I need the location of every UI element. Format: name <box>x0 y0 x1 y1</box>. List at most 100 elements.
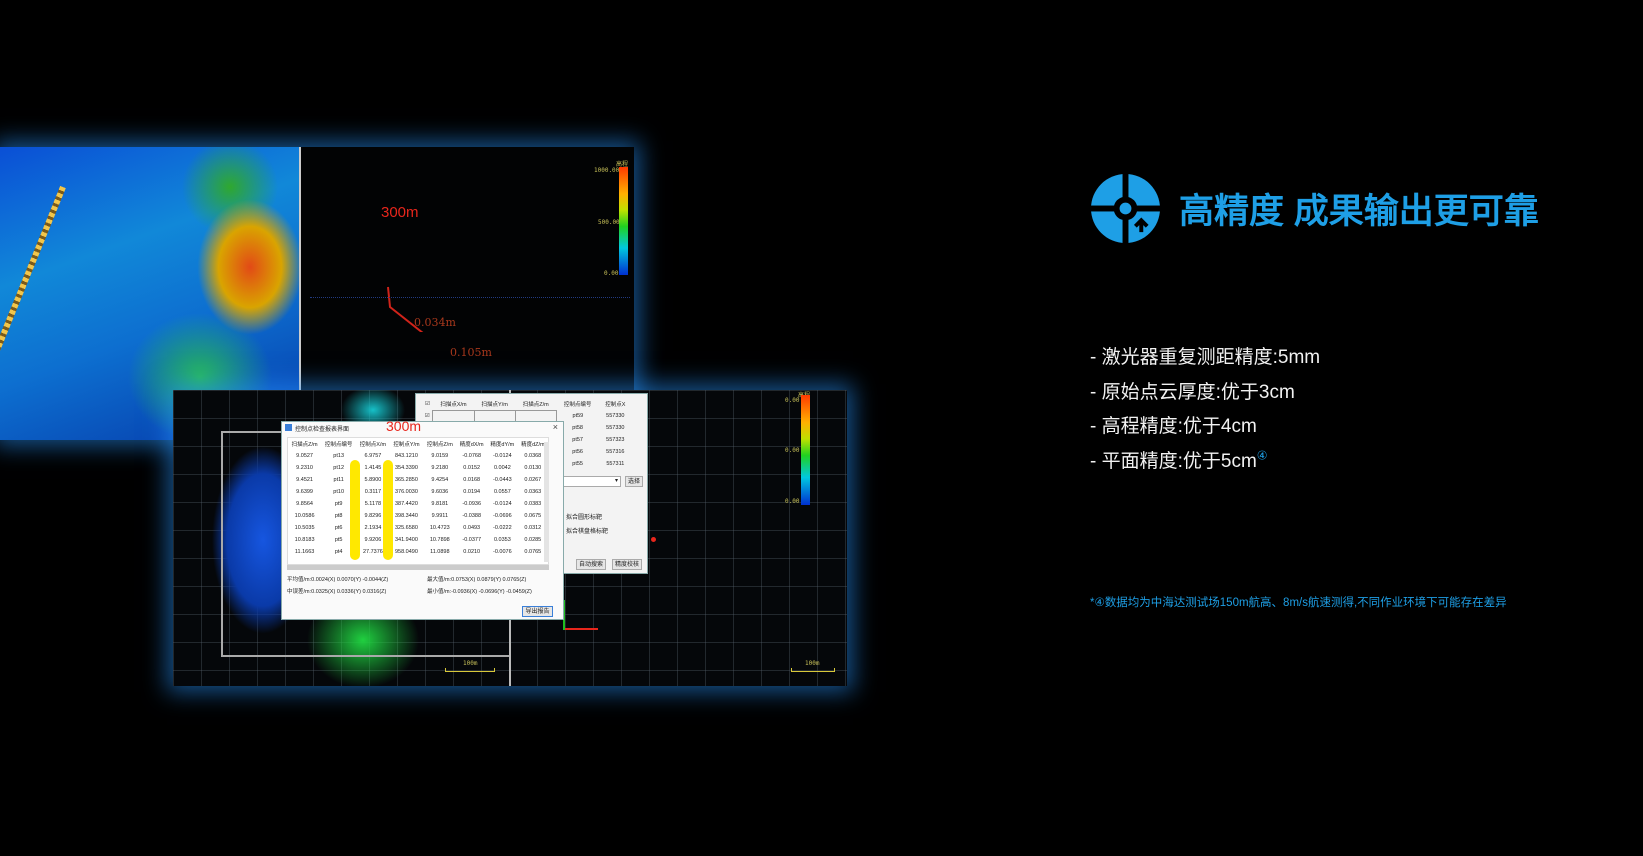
table-row[interactable]: pt58 557330 <box>422 422 632 434</box>
cell: 2.1934 <box>364 525 382 531</box>
legend-min: 0.00 <box>604 270 619 277</box>
cell: 11.1663 <box>294 549 315 555</box>
cell: 0.0675 <box>524 513 542 519</box>
center-point <box>651 537 656 542</box>
cell: 325.6580 <box>394 525 418 531</box>
cell: -0.0696 <box>493 513 512 519</box>
cell: 0.0368 <box>524 453 542 459</box>
accuracy-check-button[interactable]: 精度校核 <box>612 559 642 570</box>
target-crosshair-arrow-icon <box>1090 173 1161 244</box>
elevation-legend-bar <box>619 167 628 275</box>
altitude-label-text: 300m <box>386 418 422 434</box>
close-icon[interactable]: × <box>552 422 558 432</box>
cell: 376.0030 <box>394 489 418 495</box>
table-row[interactable]: 11.1663 pt4 27.7376 958.0490 11.0898 0.0210 -0… <box>288 546 548 558</box>
cell: 9.9911 <box>431 513 449 519</box>
cell: 0.0130 <box>524 465 542 471</box>
auto-search-button[interactable]: 自动搜索 <box>576 559 606 570</box>
legend-mid: 500.00 <box>598 219 620 226</box>
cell: 0.0194 <box>463 489 481 495</box>
cell: 365.2850 <box>394 477 418 483</box>
horizontal-scrollbar[interactable] <box>287 565 549 570</box>
cell: 5.8900 <box>364 477 382 483</box>
measure-label-1: 0.034m <box>414 316 456 329</box>
fit-circle-option[interactable]: 拟合圆形标靶 <box>566 515 603 521</box>
col-header: 扫描点Z/m <box>291 442 318 448</box>
export-report-button[interactable]: 导出报告 <box>522 606 553 617</box>
spec-item: - 原始点云厚度:优于3cm <box>1090 382 1295 403</box>
cell: 0.0312 <box>524 525 542 531</box>
col-header: 控制点Z/m <box>426 442 453 448</box>
cell: -0.0076 <box>493 549 512 555</box>
cell: 9.0527 <box>296 453 313 459</box>
spec-text: - 平面精度:优于5cm <box>1090 451 1257 472</box>
cell: pt4 <box>334 549 343 555</box>
cell: pt10 <box>333 489 345 495</box>
cell: 9.4521 <box>296 477 313 483</box>
table-row[interactable]: 9.6399 pt10 0.3117 376.0030 9.6036 0.0194 0.05… <box>288 486 548 498</box>
cell: -0.0443 <box>493 477 512 483</box>
col-header: 控制点X/m <box>359 442 387 448</box>
cell: 557311 <box>606 461 625 467</box>
table-row[interactable]: 9.2310 pt12 1.4145 354.3390 9.2180 0.0152 0.00… <box>288 462 548 474</box>
dropdown[interactable]: ▾ <box>561 476 621 487</box>
measure-label-2: 0.105m <box>450 346 492 359</box>
x-axis-indicator <box>563 628 598 630</box>
cell: 0.0765 <box>524 549 542 555</box>
cell: 0.0152 <box>463 465 481 471</box>
col-header: 控制点编号 <box>324 442 353 448</box>
spec-item: - 高程精度:优于4cm <box>1090 416 1257 437</box>
cell: pt5 <box>334 537 343 543</box>
cell: 1.4145 <box>364 465 382 471</box>
altitude-label: 300m <box>386 418 421 434</box>
cell: 11.0898 <box>430 549 450 555</box>
table-row[interactable]: 10.5035 pt6 2.1934 325.6580 10.4723 0.0493 -0.… <box>288 522 548 534</box>
cell: 9.8564 <box>296 501 313 507</box>
cell: 10.0586 <box>294 513 315 519</box>
cell: 10.8183 <box>294 537 315 543</box>
cell: pt11 <box>333 477 344 483</box>
table-row[interactable]: 9.4521 pt11 5.8900 365.2850 9.4254 0.0168 -0.0… <box>288 474 548 486</box>
report-dialog: 控制点检查报表界面 × 300m 扫描点Z/m 控制点编号 控制点X/m 控制点Y/m… <box>281 418 564 620</box>
table-row[interactable]: pt55 557311 <box>422 458 632 470</box>
cell: 0.0363 <box>524 489 542 495</box>
scale-bar-right <box>791 668 835 672</box>
cell: pt8 <box>334 513 343 519</box>
cell: 387.4420 <box>394 501 418 507</box>
cell: 0.0285 <box>524 537 542 543</box>
cell: pt58 <box>572 425 583 431</box>
cell: 9.8296 <box>364 513 382 519</box>
legend-max: 1000.00 <box>594 167 620 174</box>
cell: 0.3117 <box>364 489 382 495</box>
select-button[interactable]: 选择 <box>625 476 643 487</box>
max-stat: 最大值/m:0.0753(X) 0.0879(Y) 0.0765(Z) <box>427 577 527 583</box>
bottom-software-screenshot: 高程 0.00 0.00 0.00 100m 100m ☑ 扫描点X/m 扫描点… <box>173 390 847 686</box>
rmse-stat: 中误差/m:0.0325(X) 0.0336(Y) 0.0316(Z) <box>287 589 387 595</box>
table-row[interactable]: 10.8183 pt5 9.9206 341.9400 10.7898 -0.0377 0.… <box>288 534 548 546</box>
profile-points <box>310 297 630 298</box>
footnote: *④数据均为中海达测试场150m航高、8m/s航速测得,不同作业环境下可能存在差… <box>1090 597 1507 609</box>
table-row[interactable]: 10.0586 pt8 9.8296 398.3440 9.9911 -0.0388 -0.… <box>288 510 548 522</box>
table-row[interactable]: pt56 557316 <box>422 446 632 458</box>
fit-checkerboard-option[interactable]: 拟合棋盘格标靶 <box>566 529 609 535</box>
cell: 9.9206 <box>364 537 382 543</box>
cell: 557316 <box>606 449 625 455</box>
cell: 9.2180 <box>431 465 449 471</box>
table-row[interactable]: 9.8564 pt9 5.1178 387.4420 9.8181 -0.0936 -0.0… <box>288 498 548 510</box>
cell: pt59 <box>572 413 584 419</box>
cell: pt6 <box>334 525 343 531</box>
table-row[interactable]: 9.0527 pt13 6.9757 843.1210 9.0159 -0.0768 -0.… <box>288 450 548 462</box>
cell: -0.0124 <box>493 453 512 459</box>
cell: -0.0124 <box>493 501 512 507</box>
table-row[interactable]: pt57 557323 <box>422 434 632 446</box>
cell: pt12 <box>333 465 345 471</box>
vertical-scrollbar[interactable] <box>544 442 549 562</box>
dialog-title: 控制点检查报表界面 <box>295 427 350 433</box>
cell: pt56 <box>572 449 583 455</box>
cell: 9.4254 <box>431 477 449 483</box>
cell: -0.0388 <box>462 513 482 519</box>
cell: 6.9757 <box>364 453 382 459</box>
y-axis-indicator <box>563 600 565 630</box>
scale-bar-left <box>445 668 495 672</box>
footnote-mark: ④ <box>1256 448 1268 463</box>
